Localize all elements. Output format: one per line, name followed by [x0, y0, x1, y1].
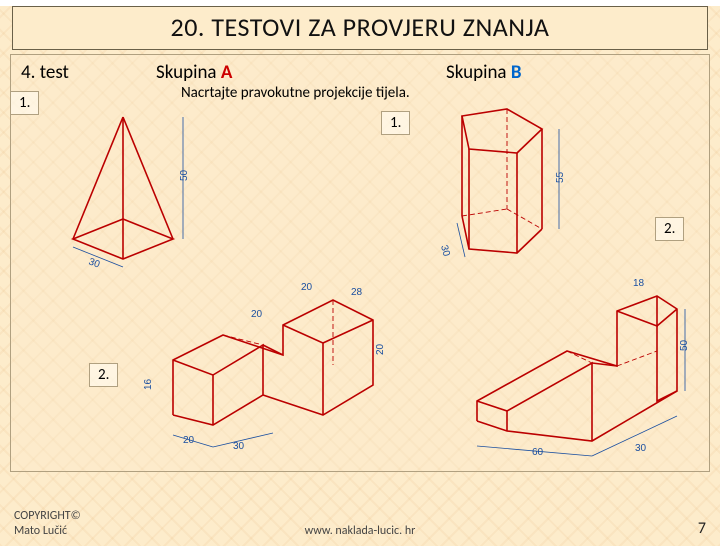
dim-bb-top: 18: [633, 278, 645, 289]
copyright: COPYRIGHT©: [14, 509, 81, 523]
dim-ba-5: 28: [351, 287, 363, 298]
label-2-right: 2.: [655, 217, 684, 241]
group-b: Skupina B: [446, 61, 522, 84]
dim-ba-3: 16: [143, 378, 154, 390]
group-a-prefix: Skupina: [156, 61, 221, 84]
dim-ba-7: 20: [251, 309, 263, 320]
page-title: 20. TESTOVI ZA PROVJERU ZNANJA: [12, 6, 708, 50]
group-b-prefix: Skupina: [446, 61, 511, 84]
footer: COPYRIGHT© Mato Lučić www. naklada-lucic…: [14, 509, 706, 538]
dim-ba-4: 20: [301, 282, 313, 293]
author: Mato Lučić: [14, 524, 81, 538]
dim-ba-6: 20: [375, 343, 386, 355]
group-a-letter: A: [221, 61, 233, 84]
dim-pyr-base: 30: [87, 256, 102, 269]
group-a: Skupina A: [156, 61, 446, 84]
page-number: 7: [698, 519, 706, 538]
fig-prism: 30 55: [407, 91, 587, 271]
dim-ba-2: 30: [233, 441, 245, 452]
fig-block-b: 60 30 50 18: [447, 251, 697, 461]
label-2-left: 2.: [89, 363, 118, 387]
dim-bb-d: 30: [635, 443, 647, 454]
label-1-right: 1.: [381, 111, 410, 135]
group-b-letter: B: [511, 61, 522, 84]
content-frame: 4. test Skupina A Skupina B Nacrtajte pr…: [10, 54, 710, 472]
fig-pyramid: 30 50: [43, 99, 203, 269]
fig-block-a: 20 30 16 20 28 20 20: [133, 265, 393, 465]
footer-url: www. naklada-lucic. hr: [305, 524, 416, 538]
dim-bb-h: 50: [679, 339, 690, 351]
label-1-left: 1.: [10, 91, 39, 115]
dim-bb-w: 60: [532, 447, 544, 458]
dim-prism-h: 55: [555, 171, 566, 183]
test-label: 4. test: [21, 61, 156, 84]
dim-ba-1: 20: [183, 435, 195, 446]
dim-pyr-h: 50: [179, 169, 190, 181]
